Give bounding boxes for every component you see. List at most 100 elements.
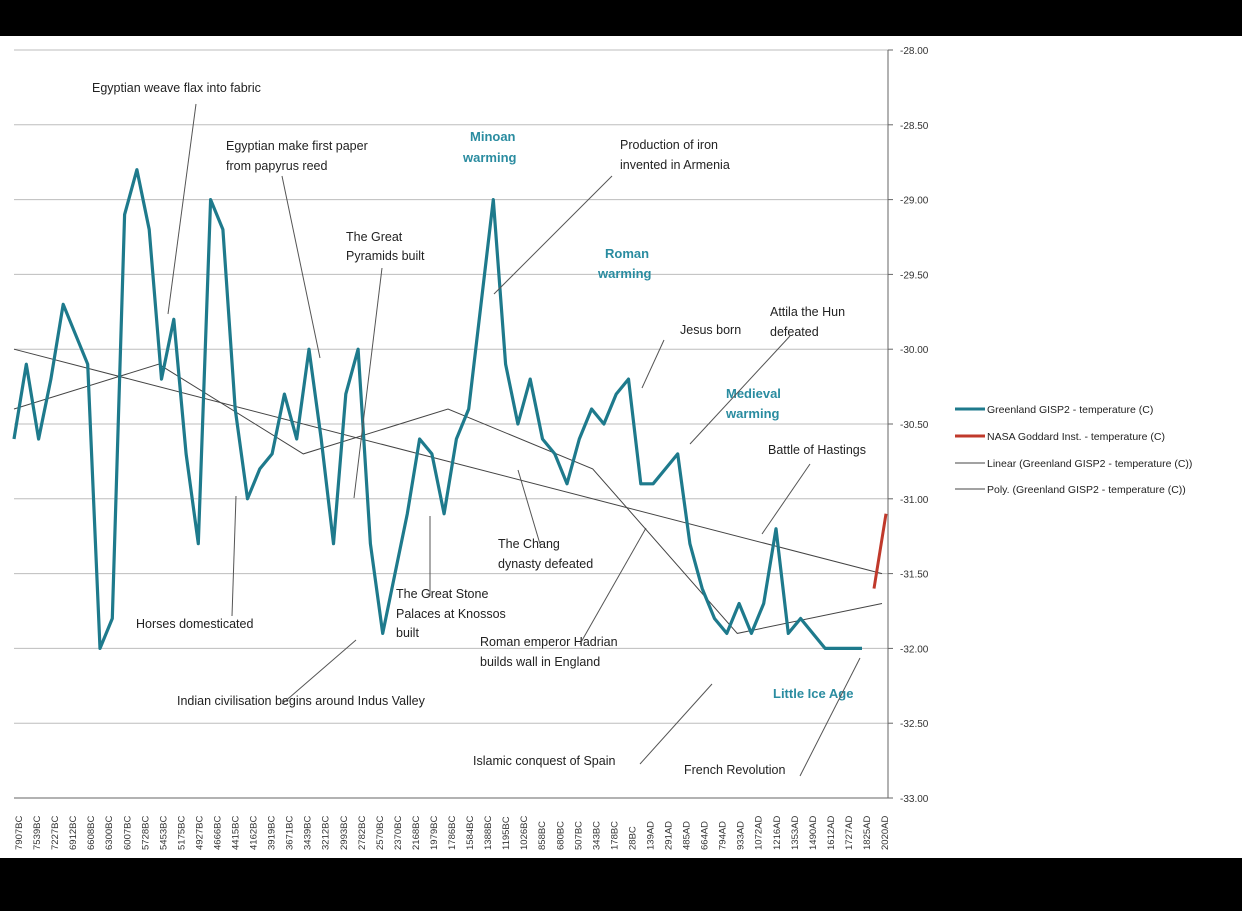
annotation-label: Jesus born	[680, 323, 741, 337]
legend-label: Poly. (Greenland GISP2 - temperature (C)…	[987, 484, 1186, 496]
legend-label: Linear (Greenland GISP2 - temperature (C…	[987, 458, 1192, 470]
y-tick-label: -30.00	[900, 345, 929, 356]
y-tick-label: -33.00	[900, 794, 929, 805]
annotation-label: Islamic conquest of Spain	[473, 754, 615, 768]
annotation-label: The Great Stone	[396, 587, 488, 601]
annotation-arrow	[353, 267, 383, 499]
annotation-label: from papyrus reed	[226, 159, 327, 173]
x-tick-label: 507BC	[573, 821, 584, 850]
annotation-label: dynasty defeated	[498, 557, 593, 571]
x-tick-label: 3919BC	[267, 816, 278, 850]
annotation-arrow	[641, 339, 665, 389]
annotation-label: warming	[597, 266, 652, 281]
annotation-label: Attila the Hun	[770, 305, 845, 319]
x-tick-label: 4927BC	[194, 816, 205, 850]
x-tick-label: 6300BC	[104, 816, 115, 850]
x-tick-label: 5175BC	[176, 816, 187, 850]
nasa-series-line	[872, 513, 888, 589]
annotation-arrow	[799, 657, 861, 777]
x-tick-label: 1584BC	[465, 816, 476, 850]
x-tick-label: 1786BC	[447, 816, 458, 850]
annotation-label: defeated	[770, 325, 819, 339]
x-tick-label: 1388BC	[483, 816, 494, 850]
annotation-label: warming	[725, 406, 780, 421]
annotation-label: Egyptian make first paper	[226, 139, 368, 153]
annotation-arrow	[281, 175, 321, 359]
annotation-arrow	[231, 495, 237, 617]
annotation-arrow	[167, 103, 197, 315]
y-tick-label: -30.50	[900, 420, 929, 431]
x-tick-label: 933AD	[736, 821, 747, 850]
y-tick-label: -28.50	[900, 121, 929, 132]
x-tick-label: 4415BC	[231, 816, 242, 850]
y-tick-label: -31.50	[900, 570, 929, 581]
x-tick-label: 1490AD	[808, 816, 819, 850]
annotation-label: Production of iron	[620, 138, 718, 152]
annotation-label: Medieval	[726, 386, 781, 401]
chart-frame: -28.00 -28.50 -29.00 -29.50 -30.00 -30.50 -31.…	[0, 36, 1242, 858]
x-tick-label: 1072AD	[754, 816, 765, 850]
x-tick-label: 3671BC	[285, 816, 296, 850]
x-tick-label: 139AD	[645, 821, 656, 850]
chart-svg: -28.00 -28.50 -29.00 -29.50 -30.00 -30.50 -31.…	[12, 46, 1192, 850]
x-tick-label: 2782BC	[357, 816, 368, 850]
annotation-label: Egyptian weave flax into fabric	[92, 81, 261, 95]
annotation-label: Pyramids built	[346, 249, 425, 263]
annotation-arrow	[689, 335, 791, 445]
x-tick-label: 1727AD	[844, 816, 855, 850]
x-tick-label: 2370BC	[393, 816, 404, 850]
x-tick-label: 6608BC	[86, 816, 97, 850]
x-tick-label: 2020AD	[880, 816, 891, 850]
annotation-label: French Revolution	[684, 763, 785, 777]
annotation-label: The Chang	[498, 537, 560, 551]
x-tick-label: 680BC	[555, 821, 566, 850]
x-tick-label: 1026BC	[519, 816, 530, 850]
annotation-label: Indian civilisation begins around Indus …	[177, 694, 426, 708]
x-tick-label: 4666BC	[212, 816, 223, 850]
annotation-label: Minoan	[470, 129, 516, 144]
annotation-arrow	[281, 639, 357, 705]
x-tick-label: 485AD	[682, 821, 693, 850]
x-tick-label: 7539BC	[32, 816, 43, 850]
x-tick-label: 3212BC	[321, 816, 332, 850]
x-tick-label: 6912BC	[68, 816, 79, 850]
x-tick-label: 178BC	[609, 821, 620, 850]
y-tick-label: -32.00	[900, 644, 929, 655]
x-tick-label: 5728BC	[140, 816, 151, 850]
x-tick-label: 1979BC	[429, 816, 440, 850]
annotation-label: built	[396, 626, 419, 640]
annotation-label: Palaces at Knossos	[396, 607, 506, 621]
x-tick-label: 2993BC	[339, 816, 350, 850]
x-tick-label: 4162BC	[249, 816, 260, 850]
x-tick-label: 7227BC	[50, 816, 61, 850]
greenland-series-line	[12, 168, 862, 650]
annotation-label: Roman emperor Hadrian	[480, 635, 618, 649]
x-tick-label: 5453BC	[158, 816, 169, 850]
x-tick-label: 6007BC	[122, 816, 133, 850]
annotation-label: Battle of Hastings	[768, 443, 866, 457]
x-tick-label: 343BC	[591, 821, 602, 850]
annotation-label: Little Ice Age	[773, 686, 853, 701]
annotation-label: The Great	[346, 230, 403, 244]
y-tick-label: -29.50	[900, 270, 929, 281]
x-tick-label: 1353AD	[790, 816, 801, 850]
x-tick-label: 3439BC	[303, 816, 314, 850]
annotation-arrow	[761, 463, 811, 535]
x-tick-label: 2168BC	[411, 816, 422, 850]
annotation-arrow	[639, 683, 713, 765]
annotation-label: Horses domesticated	[136, 617, 253, 631]
x-tick-label: 1195BC	[501, 816, 512, 850]
legend-label: NASA Goddard Inst. - temperature (C)	[987, 431, 1165, 443]
x-tick-label: 1612AD	[826, 816, 837, 850]
annotation-arrow	[517, 469, 541, 545]
x-tick-label: 291AD	[664, 821, 675, 850]
y-tick-label: -32.50	[900, 719, 929, 730]
x-tick-label: 7907BC	[14, 816, 25, 850]
y-tick-label: -29.00	[900, 196, 929, 207]
x-tick-label: 1216AD	[772, 816, 783, 850]
x-tick-label: 2570BC	[375, 816, 386, 850]
x-tick-label: 1825AD	[862, 816, 873, 850]
annotation-arrow	[579, 527, 647, 645]
x-tick-label: 794AD	[718, 821, 729, 850]
x-tick-label: 664AD	[700, 821, 711, 850]
